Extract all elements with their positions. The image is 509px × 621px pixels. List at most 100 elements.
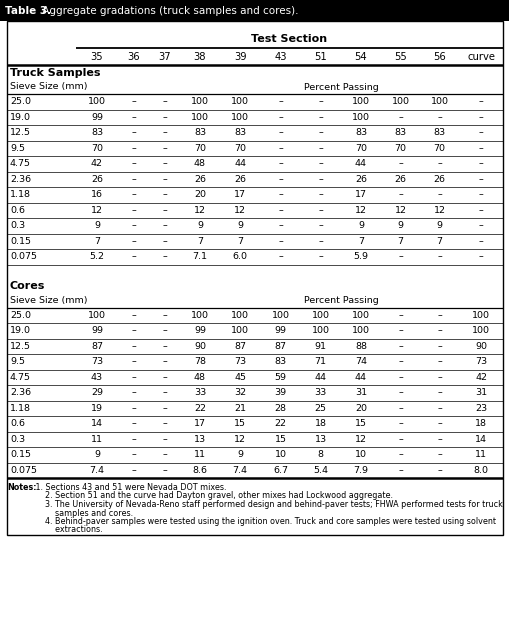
- Text: 12: 12: [354, 435, 366, 444]
- Text: 0.3: 0.3: [10, 221, 25, 230]
- Text: –: –: [318, 175, 322, 184]
- Text: 99: 99: [91, 113, 103, 122]
- Text: –: –: [436, 450, 441, 460]
- Text: –: –: [398, 357, 402, 366]
- Text: –: –: [131, 159, 136, 168]
- Text: Test Section: Test Section: [251, 34, 327, 44]
- Text: 44: 44: [354, 159, 366, 168]
- Text: 7.4: 7.4: [232, 466, 247, 474]
- Text: 28: 28: [274, 404, 286, 413]
- Text: 100: 100: [190, 310, 209, 320]
- Text: 12.5: 12.5: [10, 342, 31, 351]
- Text: 91: 91: [314, 342, 326, 351]
- Text: –: –: [162, 310, 166, 320]
- Text: 100: 100: [311, 326, 329, 335]
- Text: 42: 42: [91, 159, 103, 168]
- Text: 22: 22: [193, 404, 206, 413]
- Text: 100: 100: [471, 310, 489, 320]
- Text: –: –: [162, 143, 166, 153]
- Text: –: –: [398, 419, 402, 428]
- Text: –: –: [436, 190, 441, 199]
- Text: –: –: [398, 159, 402, 168]
- Text: 0.3: 0.3: [10, 435, 25, 444]
- Text: –: –: [318, 221, 322, 230]
- Text: 0.075: 0.075: [10, 252, 37, 261]
- Text: –: –: [318, 129, 322, 137]
- Text: 9.5: 9.5: [10, 357, 25, 366]
- Text: 11: 11: [193, 450, 206, 460]
- Text: –: –: [436, 252, 441, 261]
- Text: 87: 87: [91, 342, 103, 351]
- Text: 70: 70: [433, 143, 445, 153]
- Text: 38: 38: [193, 52, 206, 61]
- Text: 0.6: 0.6: [10, 419, 25, 428]
- Text: 26: 26: [234, 175, 246, 184]
- Text: 15: 15: [274, 435, 286, 444]
- Text: 23: 23: [474, 404, 486, 413]
- Text: –: –: [162, 159, 166, 168]
- Text: –: –: [398, 435, 402, 444]
- Text: –: –: [398, 326, 402, 335]
- Text: 100: 100: [88, 97, 106, 106]
- Text: –: –: [277, 143, 282, 153]
- Text: –: –: [162, 113, 166, 122]
- Text: –: –: [436, 113, 441, 122]
- Text: 44: 44: [234, 159, 246, 168]
- Text: –: –: [277, 237, 282, 246]
- Text: 12: 12: [193, 206, 206, 215]
- Text: 73: 73: [91, 357, 103, 366]
- Text: 26: 26: [394, 175, 406, 184]
- Text: –: –: [131, 237, 136, 246]
- Text: –: –: [131, 342, 136, 351]
- Text: –: –: [131, 466, 136, 474]
- Text: 100: 100: [471, 326, 489, 335]
- Text: 42: 42: [474, 373, 486, 382]
- Text: –: –: [478, 159, 483, 168]
- Text: 70: 70: [91, 143, 103, 153]
- Text: 0.15: 0.15: [10, 450, 31, 460]
- Text: 70: 70: [354, 143, 366, 153]
- Text: –: –: [436, 404, 441, 413]
- Text: –: –: [131, 113, 136, 122]
- Text: –: –: [398, 373, 402, 382]
- Text: 73: 73: [234, 357, 246, 366]
- Text: –: –: [277, 252, 282, 261]
- Text: –: –: [436, 342, 441, 351]
- Text: –: –: [162, 450, 166, 460]
- Text: –: –: [478, 129, 483, 137]
- Text: 100: 100: [231, 113, 249, 122]
- Text: 55: 55: [393, 52, 406, 61]
- Text: 70: 70: [394, 143, 406, 153]
- Text: 9: 9: [237, 450, 243, 460]
- Text: 100: 100: [231, 97, 249, 106]
- Text: –: –: [162, 373, 166, 382]
- Text: –: –: [398, 404, 402, 413]
- Text: 10: 10: [274, 450, 286, 460]
- Text: 19: 19: [91, 404, 103, 413]
- Text: 12: 12: [354, 206, 366, 215]
- Text: 54: 54: [354, 52, 366, 61]
- Text: 7: 7: [436, 237, 442, 246]
- Text: 18: 18: [474, 419, 486, 428]
- Text: 12: 12: [433, 206, 445, 215]
- Text: 1.18: 1.18: [10, 190, 31, 199]
- Text: 12.5: 12.5: [10, 129, 31, 137]
- Text: 99: 99: [193, 326, 206, 335]
- Text: 0.075: 0.075: [10, 466, 37, 474]
- Text: –: –: [162, 237, 166, 246]
- Text: 12: 12: [234, 206, 246, 215]
- Text: 9: 9: [94, 221, 100, 230]
- Text: 100: 100: [271, 310, 289, 320]
- Text: –: –: [478, 175, 483, 184]
- Text: –: –: [131, 310, 136, 320]
- Text: 6.0: 6.0: [232, 252, 247, 261]
- Text: 31: 31: [474, 388, 486, 397]
- Text: 100: 100: [351, 310, 369, 320]
- Text: 83: 83: [234, 129, 246, 137]
- Text: –: –: [436, 159, 441, 168]
- Text: 31: 31: [354, 388, 366, 397]
- Text: 19.0: 19.0: [10, 113, 31, 122]
- Text: –: –: [131, 326, 136, 335]
- Text: 83: 83: [433, 129, 445, 137]
- Text: 70: 70: [193, 143, 206, 153]
